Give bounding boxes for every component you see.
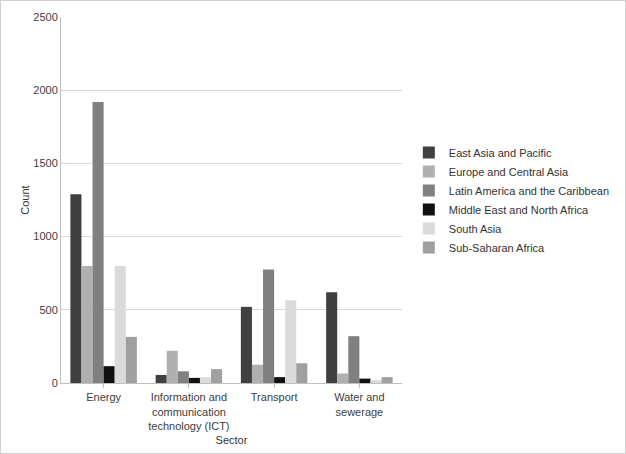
svg-text:Latin America and the Caribbea: Latin America and the Caribbean bbox=[449, 185, 609, 197]
svg-text:2000: 2000 bbox=[33, 84, 57, 96]
svg-text:500: 500 bbox=[39, 304, 57, 316]
svg-text:Middle East and North Africa: Middle East and North Africa bbox=[449, 204, 589, 216]
svg-text:Sector: Sector bbox=[216, 434, 248, 446]
svg-text:Water andsewerage: Water andsewerage bbox=[334, 391, 384, 417]
svg-text:Energy: Energy bbox=[86, 391, 121, 403]
svg-text:East Asia and Pacific: East Asia and Pacific bbox=[449, 147, 552, 159]
svg-text:Transport: Transport bbox=[251, 391, 298, 403]
svg-text:Europe and Central Asia: Europe and Central Asia bbox=[449, 166, 569, 178]
svg-text:0: 0 bbox=[52, 377, 58, 389]
svg-text:South Asia: South Asia bbox=[449, 223, 502, 235]
svg-text:1000: 1000 bbox=[33, 230, 57, 242]
svg-text:1500: 1500 bbox=[33, 157, 57, 169]
svg-text:Count: Count bbox=[19, 185, 31, 214]
svg-text:Sub-Saharan Africa: Sub-Saharan Africa bbox=[449, 242, 545, 254]
svg-text:Information andcommunicationte: Information andcommunicationtechnology (… bbox=[148, 391, 229, 432]
svg-text:2500: 2500 bbox=[33, 11, 57, 23]
